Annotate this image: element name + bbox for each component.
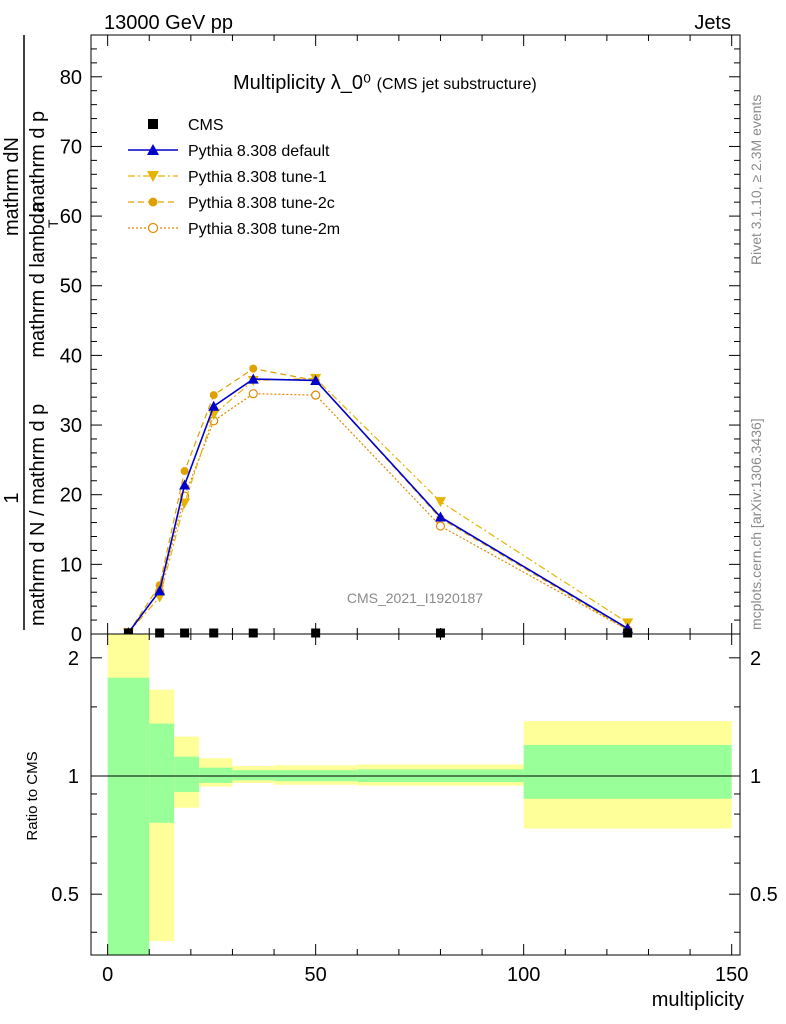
marker-open-circle xyxy=(147,222,159,234)
marker-open-circle xyxy=(311,390,321,400)
marker-circle xyxy=(148,197,158,207)
ratio-band-inner xyxy=(232,770,275,781)
legend-label: CMS xyxy=(188,117,224,134)
ratio-y-axis-label: Ratio to CMS xyxy=(24,751,41,840)
ylabel-one: 1 xyxy=(1,492,23,503)
ratio-band-inner xyxy=(174,756,200,793)
marker-square xyxy=(623,628,633,638)
ratio-plot-frame xyxy=(90,633,741,956)
x-tick-label: 50 xyxy=(305,964,327,986)
ratio-y-tick-label-right: 2 xyxy=(750,648,761,670)
marker-square xyxy=(148,119,158,129)
legend-label: Pythia 8.308 tune-2m xyxy=(188,221,340,238)
legend-label: Pythia 8.308 tune-2c xyxy=(188,195,335,212)
x-tick-label: 100 xyxy=(507,964,540,986)
analysis-watermark: CMS_2021_I1920187 xyxy=(347,590,483,606)
marker-open-circle xyxy=(248,389,258,399)
marker-triangle-up xyxy=(208,400,220,411)
marker-square xyxy=(180,628,190,638)
y-tick-label: 30 xyxy=(60,415,82,437)
x-axis-label: multiplicity xyxy=(652,989,744,1011)
y-tick-label: 50 xyxy=(60,276,82,298)
header-left: 13000 GeV pp xyxy=(104,12,233,34)
series-line xyxy=(127,377,628,634)
marker-triangle-up xyxy=(247,373,259,384)
y-tick-label: 80 xyxy=(60,67,82,89)
marker-triangle-up xyxy=(154,585,166,596)
marker-triangle-up xyxy=(147,144,159,155)
rivet-version-text: Rivet 3.1.10, ≥ 2.3M events xyxy=(748,95,764,265)
marker-triangle-down xyxy=(179,498,191,509)
ratio-band-inner xyxy=(199,767,233,783)
series-line xyxy=(127,378,629,634)
y-tick-label: 70 xyxy=(60,136,82,158)
marker-triangle-up xyxy=(179,479,191,490)
legend-label: Pythia 8.308 default xyxy=(188,143,330,160)
ratio-y-tick-label-right: 0.5 xyxy=(750,884,778,906)
y-tick-label: 60 xyxy=(60,206,82,228)
y-tick-label: 10 xyxy=(60,554,82,576)
marker-circle xyxy=(249,364,258,373)
ylabel-subscript-t: T xyxy=(45,219,61,228)
marker-triangle-up xyxy=(310,374,322,385)
main-y-ticks: 0 10 20 30 40 50 60 70 80 xyxy=(60,48,740,646)
marker-circle xyxy=(209,391,218,400)
ylabel-denominator-tail: mathrm d p xyxy=(27,111,49,212)
ratio-y-tick-label: 1 xyxy=(68,766,79,788)
header-right: Jets xyxy=(694,12,731,34)
chart-subtitle: (CMS jet substructure) xyxy=(377,76,537,93)
x-tick-label: 0 xyxy=(102,964,113,986)
chart-title: Multiplicity λ_0⁰ (CMS jet substructure) xyxy=(233,72,537,94)
y-tick-label: 0 xyxy=(71,624,82,646)
marker-square xyxy=(123,628,133,638)
main-y-axis-label: 1 mathrm d N / mathrm d p mathrm dN math… xyxy=(1,35,61,630)
marker-square xyxy=(209,628,219,638)
ratio-y-tick-label-right: 1 xyxy=(750,766,761,788)
ylabel-lambda: mathrm d lambda xyxy=(27,201,49,357)
ratio-y-tick-label: 2 xyxy=(68,648,79,670)
x-ticks: 0 50 100 150 xyxy=(102,35,748,986)
ratio-band-layer xyxy=(91,634,740,955)
marker-square xyxy=(155,628,165,638)
main-series-layer xyxy=(122,364,634,639)
mcplots-source-text: mcplots.cern.ch [arXiv:1306.3436] xyxy=(748,418,764,630)
marker-open-circle xyxy=(435,521,446,531)
legend-label: Pythia 8.308 tune-1 xyxy=(188,169,327,186)
y-tick-label: 40 xyxy=(60,345,82,367)
ratio-band-inner xyxy=(149,723,175,823)
marker-triangle-down xyxy=(434,497,446,508)
marker-square xyxy=(248,628,258,638)
legend: CMS Pythia 8.308 default Pythia 8.308 tune… xyxy=(128,117,340,238)
ylabel-numerator: mathrm dN xyxy=(1,137,23,236)
marker-triangle-up xyxy=(434,511,446,522)
ratio-band-inner xyxy=(523,744,732,799)
ylabel-denominator: mathrm d N / mathrm d p xyxy=(27,404,49,626)
ratio-y-tick-label: 0.5 xyxy=(51,884,79,906)
ratio-band-inner xyxy=(107,677,150,955)
series-1 xyxy=(122,373,634,638)
x-tick-label: 150 xyxy=(715,964,748,986)
ratio-y-ticks: 0.5 0.5 1 1 2 2 xyxy=(51,648,778,933)
chart-title-main: Multiplicity λ_0⁰ xyxy=(233,72,371,94)
marker-circle xyxy=(180,467,189,476)
series-0 xyxy=(123,628,633,638)
marker-triangle-down xyxy=(147,171,159,182)
y-tick-label: 20 xyxy=(60,485,82,507)
